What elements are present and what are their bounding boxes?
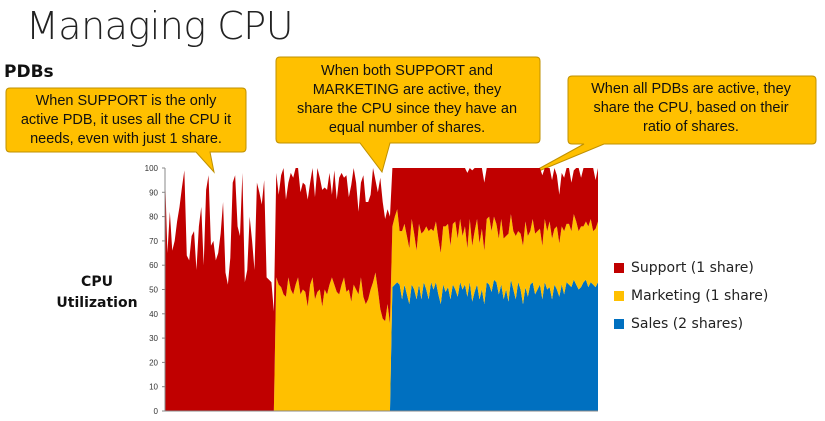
- slide-subtitle: PDBs: [4, 62, 54, 82]
- y-axis-label-line: Utilization: [56, 295, 138, 311]
- y-tick-label: 60: [149, 261, 158, 270]
- callout-line: ratio of shares.: [643, 119, 739, 135]
- legend-label-marketing: Marketing (1 share): [631, 288, 769, 304]
- y-tick-label: 80: [149, 213, 158, 222]
- callout-line: active PDB, it uses all the CPU it: [20, 112, 232, 128]
- legend-swatch-support: [614, 263, 624, 273]
- series-marketing-area: [165, 209, 598, 411]
- callout-line: MARKETING are active, they: [312, 82, 502, 98]
- legend-swatch-marketing: [614, 291, 624, 301]
- y-tick-label: 30: [149, 334, 158, 343]
- callout-line: When SUPPORT is the only: [35, 93, 217, 109]
- chart-legend: Support (1 share) Marketing (1 share) Sa…: [614, 254, 768, 338]
- y-axis-label: CPU Utilization: [46, 272, 148, 314]
- series-sales-area: [165, 279, 598, 411]
- y-tick-label: 70: [149, 237, 158, 246]
- callout-line: needs, even with just 1 share.: [30, 131, 222, 147]
- callout-bubble-support-only: [5, 87, 247, 174]
- legend-label-support: Support (1 share): [631, 260, 754, 276]
- callout-support-only: When SUPPORT is the only active PDB, it …: [8, 92, 244, 149]
- callout-support-marketing: When both SUPPORT and MARKETING are acti…: [276, 62, 538, 138]
- callout-line: When both SUPPORT and: [321, 63, 493, 79]
- legend-item-sales: Sales (2 shares): [614, 310, 768, 338]
- legend-swatch-sales: [614, 319, 624, 329]
- callout-bubble-all-pdbs: [521, 75, 817, 179]
- y-tick-label: 90: [149, 188, 158, 197]
- legend-label-sales: Sales (2 shares): [631, 316, 744, 332]
- y-axis-label-line: CPU: [81, 274, 113, 290]
- slide-title: Managing CPU: [26, 4, 294, 48]
- callout-line: share the CPU since they have an: [296, 101, 518, 117]
- callout-bubble-support-marketing: [275, 56, 541, 174]
- callout-line: share the CPU, based on their: [593, 100, 789, 116]
- callout-line: equal number of shares.: [328, 120, 486, 136]
- legend-item-marketing: Marketing (1 share): [614, 282, 768, 310]
- y-tick-label: 100: [145, 164, 159, 173]
- callout-line: When all PDBs are active, they: [591, 81, 791, 97]
- legend-item-support: Support (1 share): [614, 254, 768, 282]
- callout-all-pdbs: When all PDBs are active, they share the…: [568, 80, 814, 137]
- y-tick-label: 50: [149, 286, 158, 295]
- series-support-area: [165, 168, 598, 411]
- y-tick-label: 0: [154, 407, 159, 416]
- y-tick-label: 10: [149, 383, 158, 392]
- y-tick-label: 20: [149, 358, 158, 367]
- y-tick-label: 40: [149, 310, 158, 319]
